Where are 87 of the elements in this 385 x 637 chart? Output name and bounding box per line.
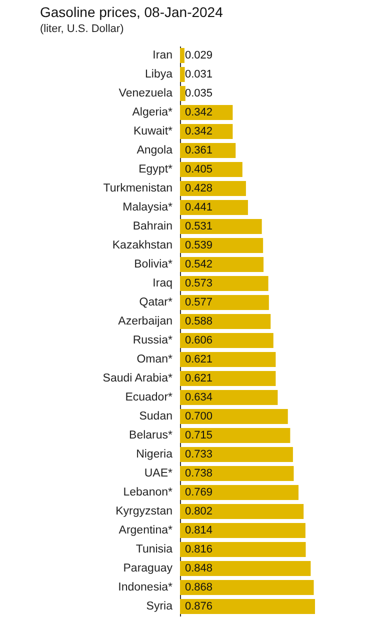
y-tick-label: Oman* <box>136 354 174 366</box>
chart-title: Gasoline prices, 08-Jan-2024 <box>40 4 224 20</box>
y-tick-label: Azerbaijan <box>118 316 172 328</box>
y-tick-label: Saudi Arabia* <box>102 372 174 384</box>
bar <box>180 580 314 595</box>
data-label: 0.814 <box>185 524 213 536</box>
y-tick-label: Nigeria <box>136 448 174 460</box>
y-tick-label: Sudan <box>139 410 172 422</box>
y-tick-label: Lebanon* <box>123 486 174 498</box>
y-tick-label: Algeria* <box>132 106 174 118</box>
data-label: 0.573 <box>185 278 213 290</box>
y-tick-label: Kuwait* <box>134 126 174 138</box>
data-label: 0.342 <box>185 126 213 138</box>
bar <box>180 466 294 481</box>
bar <box>180 542 306 557</box>
bar <box>180 561 311 576</box>
data-label: 0.848 <box>185 562 213 574</box>
text: (liter, U.S. Dollar) <box>40 23 124 35</box>
y-tick-label: Iran <box>152 50 172 62</box>
bar <box>180 333 274 348</box>
data-label: 0.738 <box>185 468 213 480</box>
data-label: 0.542 <box>185 258 213 270</box>
y-tick-label: Malaysia* <box>122 202 174 214</box>
bar <box>180 352 276 367</box>
y-tick-label: Venezuela <box>118 88 174 100</box>
data-label: 0.700 <box>185 410 213 422</box>
bar <box>180 447 293 462</box>
y-tick-label: UAE* <box>144 468 174 480</box>
data-label: 0.342 <box>185 106 213 118</box>
data-label: 0.769 <box>185 486 213 498</box>
bar <box>180 314 271 329</box>
data-label: 0.606 <box>185 334 213 346</box>
bar <box>180 86 186 101</box>
data-label: 0.621 <box>185 354 213 366</box>
y-tick-label: Bahrain <box>132 220 172 232</box>
bar <box>180 48 184 63</box>
data-label: 0.802 <box>185 506 213 518</box>
bar <box>180 599 315 614</box>
data-label: 0.876 <box>185 600 213 612</box>
y-tick-label: Indonesia* <box>118 582 174 594</box>
y-tick-label: Libya <box>145 68 174 80</box>
y-tick-label: Egypt* <box>138 164 174 176</box>
bar <box>180 390 278 405</box>
y-tick-label: Ecuador* <box>125 392 174 404</box>
y-tick-label: Russia* <box>132 334 174 346</box>
data-label: 0.733 <box>185 448 213 460</box>
y-tick-label: Paraguay <box>123 562 173 574</box>
bar <box>180 428 290 443</box>
data-label: 0.441 <box>185 202 213 214</box>
data-label: 0.531 <box>185 220 213 232</box>
data-label: 0.031 <box>185 68 213 80</box>
y-tick-label: Bolivia* <box>134 258 174 270</box>
bar <box>180 219 262 234</box>
bar <box>180 523 306 538</box>
data-label: 0.715 <box>185 430 213 442</box>
data-label: 0.029 <box>185 50 213 62</box>
bar <box>180 504 304 519</box>
data-label: 0.588 <box>185 316 213 328</box>
bar <box>180 238 264 253</box>
data-label: 0.868 <box>185 582 213 594</box>
bar <box>180 409 288 424</box>
y-tick-label: Syria <box>146 600 174 612</box>
y-tick-label: Argentina* <box>118 524 174 536</box>
data-label: 0.634 <box>185 392 213 404</box>
data-label: 0.405 <box>185 164 213 176</box>
y-tick-label: Qatar* <box>139 296 174 308</box>
bar <box>180 295 269 310</box>
y-tick-label: Iraq <box>152 278 172 290</box>
data-label: 0.035 <box>185 88 213 100</box>
y-tick-label: Kazakhstan <box>112 240 172 252</box>
bar <box>180 485 299 500</box>
data-label: 0.428 <box>185 182 213 194</box>
bar <box>180 371 276 386</box>
y-tick-label: Belarus* <box>129 430 174 442</box>
bar <box>180 257 264 272</box>
data-label: 0.539 <box>185 240 213 252</box>
bar <box>180 276 268 291</box>
y-tick-label: Tunisia <box>136 544 174 556</box>
y-tick-label: Angola <box>136 144 174 156</box>
y-tick-label: Kyrgyzstan <box>116 506 172 518</box>
data-label: 0.361 <box>185 144 213 156</box>
data-label: 0.621 <box>185 372 213 384</box>
data-label: 0.816 <box>185 544 213 556</box>
bar <box>180 67 185 82</box>
y-tick-label: Turkmenistan <box>103 182 172 194</box>
bar <box>180 200 248 215</box>
data-label: 0.577 <box>185 296 213 308</box>
